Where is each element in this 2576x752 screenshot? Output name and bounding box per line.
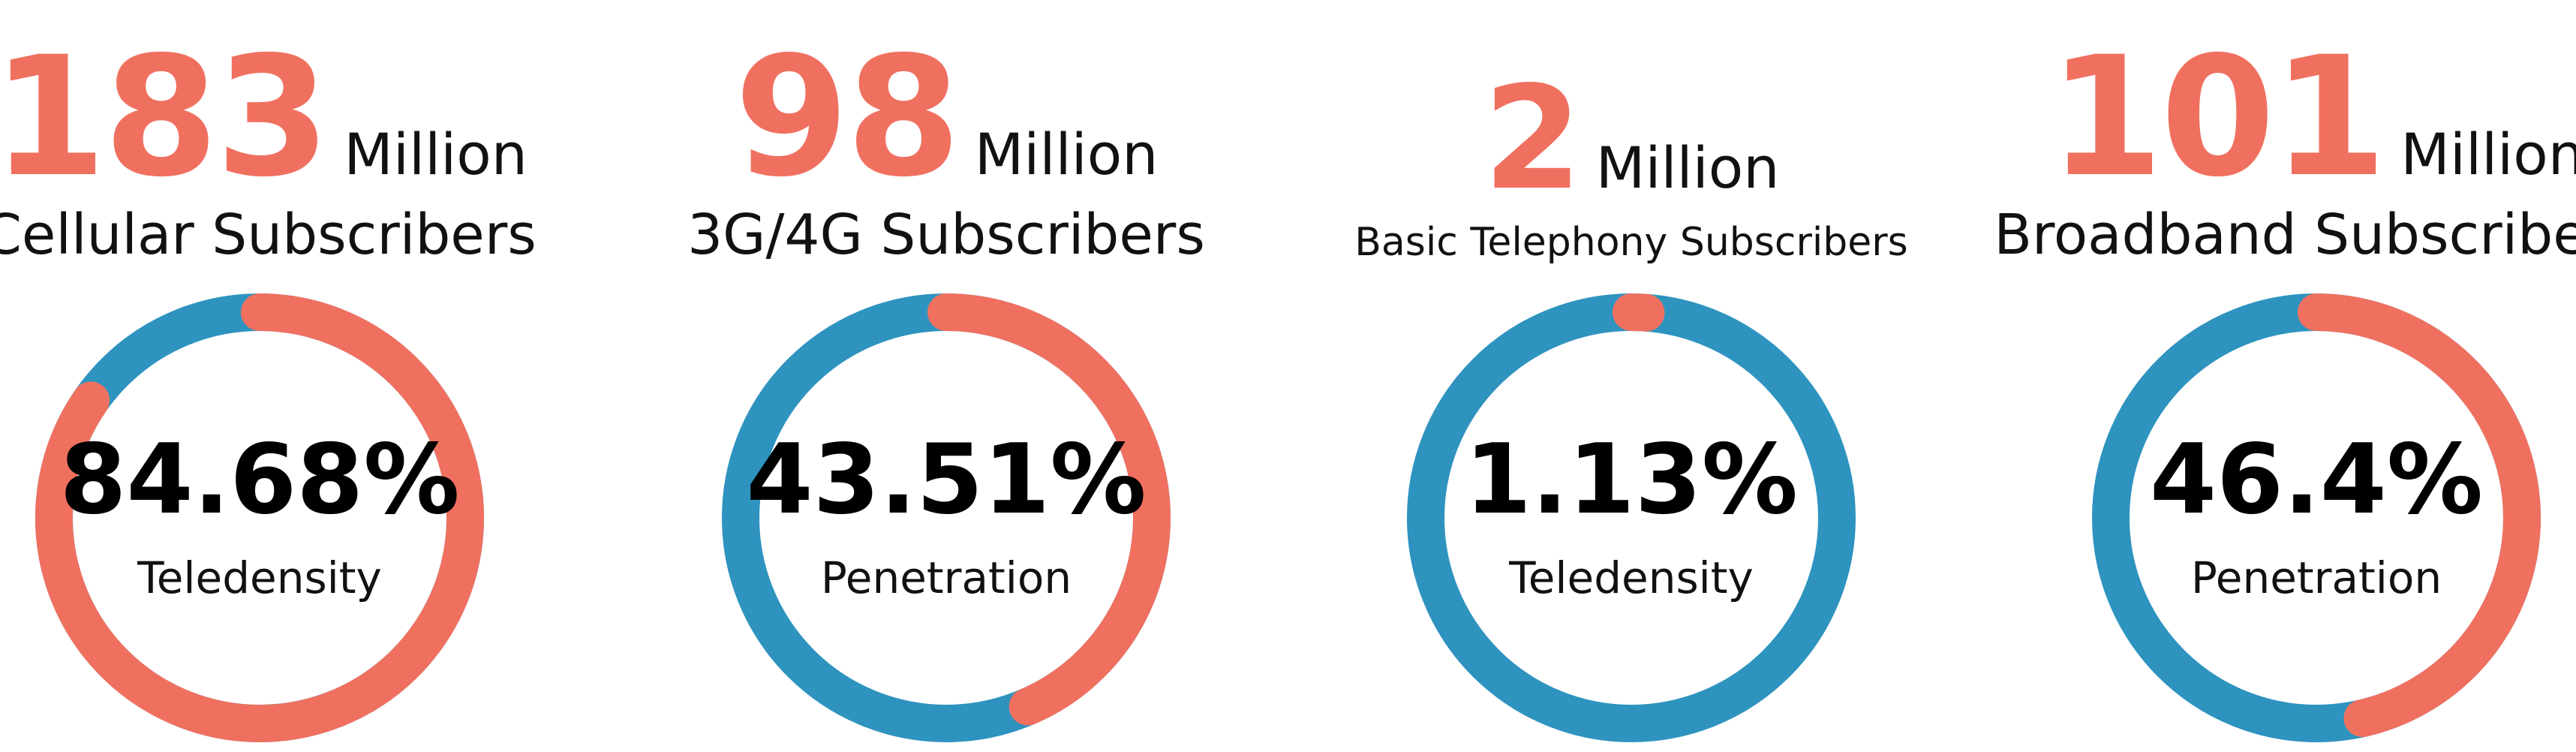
headline-unit: Million (344, 121, 528, 188)
headline-unit: Million (2400, 121, 2576, 188)
subtitle: Cellular Subscribers (0, 203, 537, 267)
value-caption: Teledensity (137, 552, 382, 603)
donut-arc (35, 293, 484, 742)
headline: 101 Million (2048, 21, 2576, 213)
value-label: 84.68% (59, 424, 459, 536)
value-label: 43.51% (746, 424, 1146, 536)
subtitle: 3G/4G Subscribers (687, 203, 1205, 267)
value-caption: Penetration (2191, 552, 2442, 603)
donut-arc (1613, 293, 1665, 332)
headline: 2 Million (1483, 56, 1780, 221)
value-label: 1.13% (1465, 424, 1798, 536)
donut-arc (927, 293, 1171, 726)
donut-arc (2298, 293, 2541, 738)
value-caption: Teledensity (1508, 552, 1754, 603)
headline-unit: Million (975, 121, 1159, 188)
subtitle: Basic Telephony Subscribers (1354, 220, 1908, 265)
headline: 98 Million (735, 21, 1159, 213)
value-label: 46.4% (2150, 424, 2483, 536)
headline: 183 Million (0, 21, 528, 213)
subtitle: Broadband Subscribers (1994, 203, 2576, 267)
headline-unit: Million (1596, 134, 1780, 201)
headline-number: 98 (735, 21, 958, 213)
headline-number: 2 (1483, 56, 1580, 221)
headline-number: 101 (2048, 21, 2384, 213)
headline-number: 183 (0, 21, 327, 213)
value-caption: Penetration (821, 552, 1072, 603)
